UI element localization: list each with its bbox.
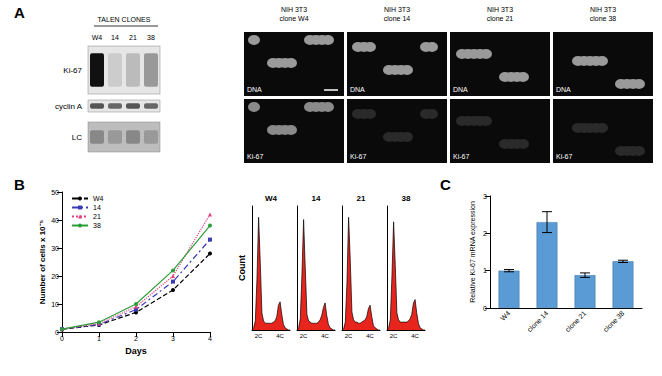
svg-text:clone 14: clone 14 — [526, 309, 550, 333]
svg-text:clone 21: clone 21 — [564, 309, 588, 333]
svg-text:DNA: DNA — [556, 86, 571, 93]
svg-text:14: 14 — [111, 34, 119, 41]
svg-text:2: 2 — [483, 230, 487, 237]
svg-text:21: 21 — [357, 194, 366, 203]
svg-text:10: 10 — [51, 301, 59, 308]
svg-text:clone W4: clone W4 — [279, 15, 308, 22]
svg-text:Number of cells x 10⁻⁵: Number of cells x 10⁻⁵ — [38, 219, 47, 304]
svg-text:0: 0 — [483, 305, 487, 312]
svg-text:clone 38: clone 38 — [590, 15, 617, 22]
svg-text:0: 0 — [55, 329, 59, 336]
svg-text:clone 38: clone 38 — [602, 309, 626, 333]
svg-text:Count: Count — [237, 255, 247, 281]
svg-text:4C: 4C — [321, 333, 329, 339]
svg-text:W4: W4 — [265, 194, 278, 203]
svg-text:2: 2 — [134, 335, 138, 342]
svg-text:W4: W4 — [93, 195, 104, 202]
svg-text:W4: W4 — [499, 309, 511, 321]
svg-text:Ki-67: Ki-67 — [556, 153, 572, 160]
svg-text:0: 0 — [60, 335, 64, 342]
svg-text:14: 14 — [93, 204, 101, 211]
svg-text:Relative Ki-67 mRNA expression: Relative Ki-67 mRNA expression — [469, 201, 477, 303]
svg-text:2C: 2C — [390, 333, 398, 339]
svg-text:cyclin A: cyclin A — [55, 102, 83, 111]
svg-text:30: 30 — [51, 245, 59, 252]
svg-text:Days: Days — [125, 346, 147, 356]
svg-text:2C: 2C — [345, 333, 353, 339]
svg-text:38: 38 — [402, 194, 411, 203]
svg-text:B: B — [14, 176, 25, 193]
svg-text:2C: 2C — [255, 333, 263, 339]
svg-text:A: A — [14, 4, 25, 21]
svg-text:21: 21 — [129, 34, 137, 41]
svg-text:Ki-67: Ki-67 — [350, 153, 366, 160]
svg-text:C: C — [440, 176, 451, 193]
svg-text:Ki-67: Ki-67 — [453, 153, 469, 160]
svg-text:3: 3 — [483, 193, 487, 200]
svg-text:38: 38 — [93, 222, 101, 229]
svg-text:DNA: DNA — [247, 86, 262, 93]
svg-text:Ki-67: Ki-67 — [63, 66, 82, 75]
svg-text:4: 4 — [208, 335, 212, 342]
svg-text:40: 40 — [51, 217, 59, 224]
svg-text:1: 1 — [483, 267, 487, 274]
svg-text:NIH 3T3: NIH 3T3 — [384, 6, 410, 13]
svg-text:LC: LC — [72, 133, 82, 142]
svg-text:Ki-67: Ki-67 — [247, 153, 263, 160]
svg-text:NIH 3T3: NIH 3T3 — [487, 6, 513, 13]
svg-text:20: 20 — [51, 273, 59, 280]
svg-text:2C: 2C — [300, 333, 308, 339]
svg-text:W4: W4 — [92, 34, 103, 41]
svg-text:TALEN CLONES: TALEN CLONES — [98, 16, 151, 23]
svg-text:50: 50 — [51, 189, 59, 196]
svg-text:4C: 4C — [411, 333, 419, 339]
svg-text:38: 38 — [147, 34, 155, 41]
svg-text:3: 3 — [171, 335, 175, 342]
svg-text:NIH 3T3: NIH 3T3 — [281, 6, 307, 13]
svg-text:clone 21: clone 21 — [487, 15, 514, 22]
svg-text:14: 14 — [312, 194, 321, 203]
svg-text:1: 1 — [97, 335, 101, 342]
svg-text:DNA: DNA — [453, 86, 468, 93]
svg-text:4C: 4C — [276, 333, 284, 339]
svg-text:NIH 3T3: NIH 3T3 — [590, 6, 616, 13]
svg-text:21: 21 — [93, 213, 101, 220]
svg-text:DNA: DNA — [350, 86, 365, 93]
svg-text:clone 14: clone 14 — [384, 15, 411, 22]
svg-text:4C: 4C — [366, 333, 374, 339]
